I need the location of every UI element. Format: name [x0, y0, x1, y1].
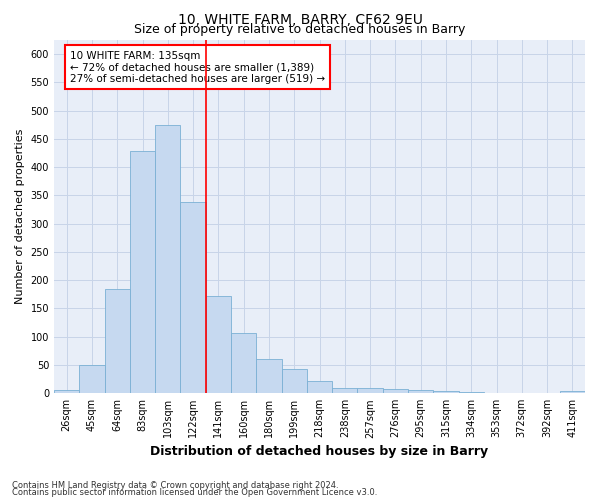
Bar	[484, 392, 509, 393]
Bar	[383, 389, 408, 393]
Y-axis label: Number of detached properties: Number of detached properties	[15, 129, 25, 304]
Bar	[560, 391, 585, 393]
Text: 10, WHITE FARM, BARRY, CF62 9EU: 10, WHITE FARM, BARRY, CF62 9EU	[178, 12, 422, 26]
Bar	[332, 388, 358, 393]
Bar	[130, 152, 155, 393]
Bar	[509, 392, 535, 393]
Bar	[181, 202, 206, 393]
Text: Contains public sector information licensed under the Open Government Licence v3: Contains public sector information licen…	[12, 488, 377, 497]
Bar	[155, 125, 181, 393]
Bar	[231, 332, 256, 393]
Bar	[104, 288, 130, 393]
Bar	[54, 390, 79, 393]
Text: Contains HM Land Registry data © Crown copyright and database right 2024.: Contains HM Land Registry data © Crown c…	[12, 480, 338, 490]
Bar	[281, 369, 307, 393]
Bar	[433, 391, 458, 393]
Text: 10 WHITE FARM: 135sqm
← 72% of detached houses are smaller (1,389)
27% of semi-d: 10 WHITE FARM: 135sqm ← 72% of detached …	[70, 50, 325, 84]
Bar	[307, 381, 332, 393]
Bar	[408, 390, 433, 393]
Text: Size of property relative to detached houses in Barry: Size of property relative to detached ho…	[134, 22, 466, 36]
Bar	[458, 392, 484, 393]
Bar	[79, 365, 104, 393]
Bar	[358, 388, 383, 393]
X-axis label: Distribution of detached houses by size in Barry: Distribution of detached houses by size …	[151, 444, 488, 458]
Bar	[256, 360, 281, 393]
Bar	[206, 296, 231, 393]
